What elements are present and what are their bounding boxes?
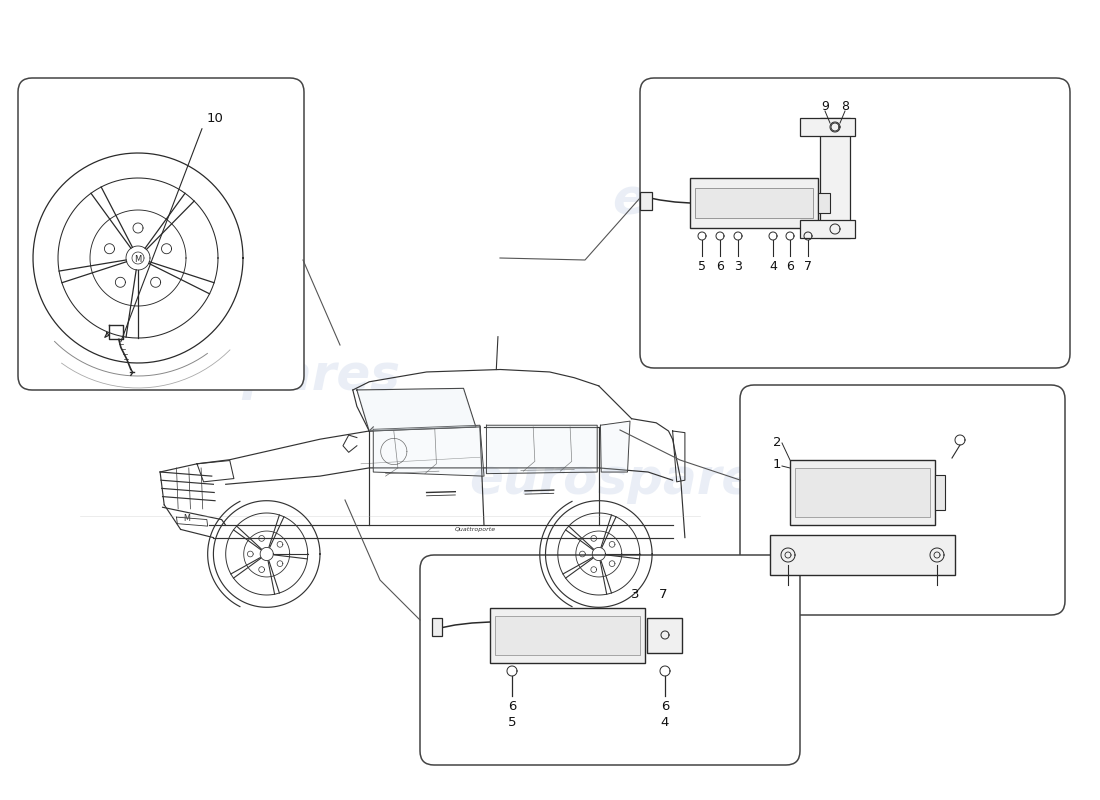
Text: 5: 5 [698,259,706,273]
Text: M: M [184,514,190,523]
Bar [790,460,935,525]
Bar [432,618,442,636]
Text: eurospares: eurospares [469,456,785,504]
Text: Quattroporte: Quattroporte [455,527,496,532]
Bar [935,475,945,510]
Polygon shape [356,388,476,431]
Text: 4: 4 [661,717,669,730]
Bar [795,468,930,517]
Bar [495,616,640,655]
Bar [490,608,645,663]
Text: 7: 7 [659,587,668,601]
Bar [640,192,652,210]
Bar [690,178,818,228]
FancyBboxPatch shape [640,78,1070,368]
Bar [800,118,855,136]
Text: 4: 4 [769,259,777,273]
FancyBboxPatch shape [420,555,800,765]
Text: eurospares: eurospares [612,176,928,224]
Text: 5: 5 [508,717,516,730]
Text: 6: 6 [508,699,516,713]
Polygon shape [601,421,630,472]
Polygon shape [486,426,597,474]
Bar [647,618,682,653]
Bar [770,535,955,575]
Bar [695,188,813,218]
Text: 1: 1 [772,458,781,471]
Bar [800,220,855,238]
Text: 6: 6 [661,699,669,713]
Text: 10: 10 [207,111,223,125]
FancyBboxPatch shape [18,78,304,390]
Text: 3: 3 [630,587,639,601]
Text: 7: 7 [804,259,812,273]
FancyBboxPatch shape [740,385,1065,615]
Text: M: M [134,255,142,265]
Bar [820,118,850,238]
Bar [818,193,830,213]
Text: 8: 8 [842,99,849,113]
Text: 6: 6 [786,259,794,273]
Text: 9: 9 [821,99,829,113]
Text: 6: 6 [716,259,724,273]
Polygon shape [373,426,484,476]
Text: 2: 2 [772,437,781,450]
Text: 3: 3 [734,259,741,273]
Text: eurospares: eurospares [84,352,400,400]
